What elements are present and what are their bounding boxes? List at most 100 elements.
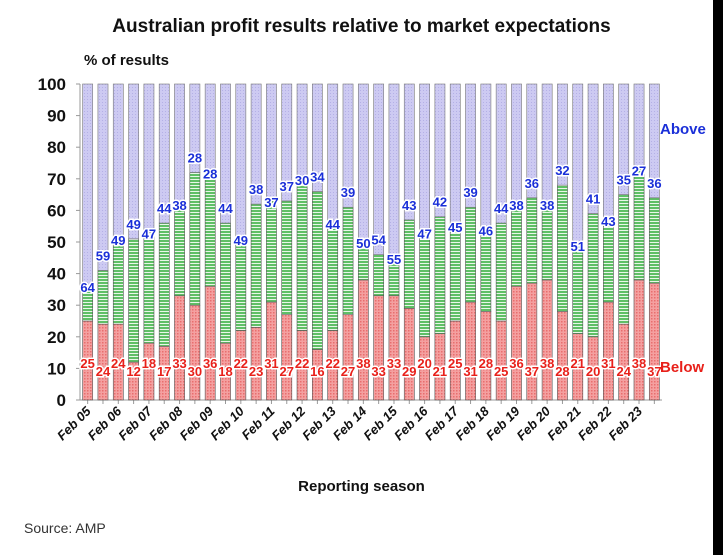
data-label-below: 16 (310, 364, 324, 379)
bar-above (235, 83, 247, 240)
y-tick-label: 50 (47, 233, 66, 252)
data-label-above: 39 (341, 185, 355, 200)
data-label-below: 22 (295, 356, 309, 371)
bar-in-line (296, 178, 308, 331)
bar-above (373, 83, 385, 255)
bar-in-line (327, 222, 339, 331)
bar-below (204, 285, 216, 401)
bar-below (526, 282, 538, 401)
data-label-below: 38 (632, 356, 646, 371)
bar-above (128, 83, 139, 240)
bar-above (572, 83, 584, 246)
data-label-above: 49 (126, 217, 140, 232)
bar-in-line (281, 200, 293, 315)
bar-in-line (495, 222, 507, 322)
bar-above (511, 83, 522, 205)
bar-in-line (633, 169, 645, 281)
data-label-above: 54 (371, 233, 386, 248)
bar-below (541, 279, 553, 401)
data-label-above: 35 (616, 173, 630, 188)
data-label-below: 20 (586, 364, 600, 379)
data-label-below: 36 (203, 356, 217, 371)
data-label-below: 21 (571, 356, 585, 371)
x-axis-label: Reporting season (298, 478, 425, 495)
data-label-below: 17 (157, 364, 171, 379)
data-label-above: 41 (586, 192, 600, 207)
bar-in-line (449, 225, 461, 322)
bar-below (511, 285, 522, 401)
bar-above (495, 83, 507, 224)
data-label-above: 64 (80, 280, 95, 295)
bar-below (495, 320, 507, 401)
data-label-below: 27 (341, 364, 355, 379)
bar-above (342, 83, 354, 208)
bar-above (357, 83, 369, 243)
data-label-below: 21 (433, 364, 447, 379)
chart-title: Australian profit results relative to ma… (112, 16, 611, 37)
data-label-below: 38 (356, 356, 370, 371)
data-label-above: 51 (571, 239, 585, 254)
data-label-above: 28 (203, 166, 217, 181)
bar-above (112, 83, 124, 240)
y-tick-label: 10 (47, 359, 66, 378)
data-label-above: 47 (142, 227, 156, 242)
bar-above (419, 83, 430, 233)
data-label-above: 43 (402, 198, 416, 213)
data-label-below: 25 (448, 356, 462, 371)
data-label-below: 38 (540, 356, 554, 371)
bar-in-line (403, 219, 415, 309)
data-label-above: 38 (540, 198, 554, 213)
data-label-below: 20 (417, 356, 431, 371)
data-label-above: 38 (172, 198, 186, 213)
bar-above (480, 83, 492, 230)
bar-in-line (572, 244, 584, 334)
y-tick-label: 80 (47, 138, 66, 157)
bar-below (281, 314, 293, 401)
bar-below (373, 295, 385, 401)
data-label-above: 49 (111, 233, 125, 248)
bar-in-line (587, 213, 599, 338)
data-label-below: 23 (249, 364, 263, 379)
data-label-below: 29 (402, 364, 416, 379)
data-label-above: 44 (157, 201, 172, 216)
data-label-above: 44 (218, 201, 233, 216)
bar-above (312, 83, 323, 192)
data-label-above: 59 (96, 248, 110, 263)
data-label-below: 25 (80, 356, 94, 371)
data-label-below: 31 (463, 364, 477, 379)
bar-above (174, 83, 185, 205)
x-tick-label: Feb 23 (605, 403, 645, 443)
data-label-below: 37 (525, 364, 539, 379)
bar-above (327, 83, 339, 224)
bar-above (158, 83, 170, 224)
data-label-above: 50 (356, 236, 370, 251)
bar-in-line (618, 194, 630, 325)
bar-above (648, 83, 660, 199)
bar-below (174, 295, 185, 401)
data-label-below: 28 (555, 364, 569, 379)
data-label-below: 33 (371, 364, 385, 379)
bar-below (143, 342, 155, 401)
data-label-below: 18 (218, 364, 232, 379)
bar-below (342, 314, 354, 401)
bar-in-line (143, 232, 155, 344)
bar-above (266, 83, 277, 202)
bar-in-line (603, 219, 614, 303)
data-label-below: 22 (234, 356, 248, 371)
bar-in-line (189, 172, 201, 306)
window-edge (713, 0, 723, 555)
bar-in-line (526, 197, 538, 284)
bar-in-line (220, 222, 231, 344)
bar-above (143, 83, 155, 233)
bar-above (587, 83, 599, 214)
data-label-above: 55 (387, 252, 401, 267)
data-label-above: 43 (601, 214, 615, 229)
bar-above (557, 83, 568, 186)
bar-in-line (480, 229, 492, 312)
bar-below (357, 279, 369, 401)
bar-above (97, 83, 109, 271)
bar-below (388, 295, 400, 401)
legend-below: Below (660, 359, 705, 376)
bar-in-line (557, 184, 568, 312)
bar-above (204, 83, 216, 173)
